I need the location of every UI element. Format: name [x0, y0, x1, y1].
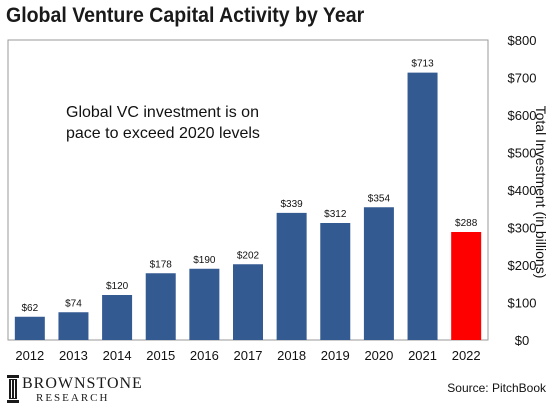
chart-title: Global Venture Capital Activity by Year	[6, 4, 365, 27]
data-label-2022: $288	[455, 218, 478, 229]
y-tick-label-200: $200	[508, 258, 537, 273]
data-label-2018: $339	[281, 199, 304, 210]
data-label-2019: $312	[324, 209, 347, 220]
x-tick-label-2013: 2013	[59, 348, 88, 363]
y-tick-labels-group: $0 $100 $200 $300 $400 $500 $600 $700 $800	[508, 33, 537, 348]
bar-2020	[363, 207, 394, 340]
data-label-2014: $120	[106, 281, 129, 292]
x-tick-label-2018: 2018	[277, 348, 306, 363]
bar-2016	[189, 268, 220, 340]
bar-2015	[145, 273, 176, 340]
y-tick-label-100: $100	[508, 296, 537, 311]
x-tick-label-2019: 2019	[321, 348, 350, 363]
y-tick-label-300: $300	[508, 221, 537, 236]
bar-2014	[102, 295, 133, 340]
y-tick-label-500: $500	[508, 146, 537, 161]
y-axis-label: Total Investment (in billions)	[533, 105, 549, 279]
x-tick-label-2022: 2022	[452, 348, 481, 363]
data-label-2016: $190	[193, 255, 216, 266]
y-tick-label-600: $600	[508, 108, 537, 123]
logo-subtitle: RESEARCH	[36, 392, 110, 404]
data-label-2017: $202	[237, 250, 260, 261]
data-label-2021: $713	[411, 59, 434, 70]
brand-logo: BROWNSTONE RESEARCH	[6, 374, 146, 406]
bar-2022	[451, 232, 482, 340]
data-label-2012: $62	[21, 303, 38, 314]
x-tick-labels-group: 2012 2013 2014 2015 2016 2017 2018 2019 2020 2021…	[15, 348, 480, 363]
x-tick-label-2014: 2014	[103, 348, 132, 363]
bar-2019	[320, 223, 351, 340]
stone-pillar-icon	[7, 375, 19, 403]
data-labels-group: $62 $74 $120 $178 $190 $202 $339 $312 $354 $713 $2…	[21, 59, 477, 314]
y-tick-label-800: $800	[508, 33, 537, 48]
x-tick-label-2012: 2012	[15, 348, 44, 363]
x-tick-label-2015: 2015	[146, 348, 175, 363]
source-note: Source: PitchBook	[447, 381, 546, 395]
data-label-2020: $354	[368, 193, 391, 204]
bar-2021	[407, 72, 438, 340]
data-label-2015: $178	[150, 259, 173, 270]
y-tick-label-700: $700	[508, 71, 537, 86]
y-tick-label-400: $400	[508, 183, 537, 198]
chart-annotation: Global VC investment is on pace to excee…	[66, 104, 260, 142]
bar-2018	[276, 212, 307, 340]
x-tick-label-2017: 2017	[234, 348, 263, 363]
bar-2013	[58, 312, 89, 340]
x-tick-label-2020: 2020	[364, 348, 393, 363]
x-tick-label-2016: 2016	[190, 348, 219, 363]
bar-2017	[233, 264, 263, 340]
data-label-2013: $74	[65, 298, 82, 309]
logo-name: BROWNSTONE	[22, 375, 143, 392]
bar-2012	[14, 316, 45, 340]
y-tick-label-0: $0	[515, 333, 529, 348]
bars-group	[14, 72, 482, 340]
x-tick-label-2021: 2021	[408, 348, 437, 363]
